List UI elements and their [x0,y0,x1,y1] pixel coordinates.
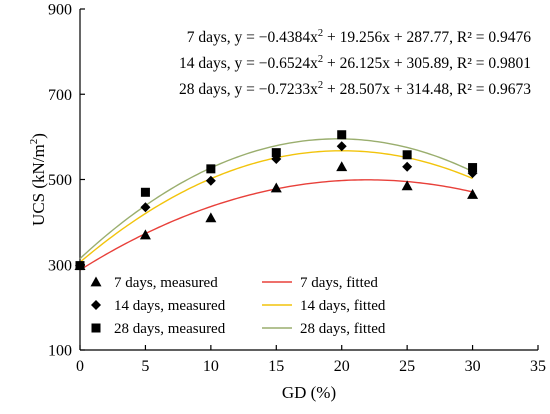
measured-points [74,130,479,271]
x-tick-label: 10 [203,358,219,375]
fit-curve-0 [79,179,473,271]
x-tick-label: 0 [76,358,84,375]
data-point-s2-6 [468,163,478,173]
data-point-s0-6 [467,188,479,199]
fit-curve-1 [79,150,473,263]
legend-marker-0 [90,276,102,287]
data-point-s0-1 [139,229,151,240]
data-point-s0-2 [205,212,217,223]
x-tick-label: 25 [399,358,415,375]
x-tick-label: 30 [465,358,481,375]
legend-label-measured-1: 14 days, measured [114,298,226,314]
x-tick-label: 5 [141,358,149,375]
x-tick-label: 35 [530,358,546,375]
data-point-s0-3 [270,182,282,193]
data-point-s1-1 [140,202,151,213]
x-axis-title: GD (%) [282,383,336,402]
legend-marker-2 [91,323,101,333]
data-point-s1-5 [402,161,413,172]
legend-label-measured-2: 28 days, measured [114,321,226,337]
legend-label-measured-0: 7 days, measured [114,275,218,291]
legend-label-fitted-1: 14 days, fitted [300,298,386,314]
data-point-s2-3 [271,148,281,158]
data-point-s2-4 [337,130,347,140]
regression-equations: 7 days, y = −0.4384x2 + 19.256x + 287.77… [179,28,531,98]
data-point-s2-5 [402,150,412,160]
data-point-s2-0 [75,261,85,271]
legend-marker-1 [91,300,101,310]
equation-0: 7 days, y = −0.4384x2 + 19.256x + 287.77… [187,28,531,46]
legend-label-fitted-2: 28 days, fitted [300,321,386,337]
axes: 100 300 500 700 900 0 5 10 15 20 25 30 35 GD (%) UCS (… [28,2,546,403]
data-point-s0-4 [336,161,348,172]
y-tick-label: 700 [48,87,72,104]
data-point-s0-5 [401,180,413,191]
y-tick-label: 100 [48,343,72,360]
equation-1: 14 days, y = −0.6524x2 + 26.125x + 305.8… [179,54,531,72]
legend-label-fitted-0: 7 days, fitted [300,275,378,291]
y-tick-label: 900 [48,2,72,19]
x-tick-label: 20 [334,358,350,375]
y-tick-label: 300 [48,257,72,274]
x-tick-label: 15 [268,358,284,375]
y-tick-label: 500 [48,172,72,189]
equation-2: 28 days, y = −0.7233x2 + 28.507x + 314.4… [179,80,531,98]
data-point-s2-2 [206,164,216,174]
data-point-s1-2 [205,175,216,186]
data-point-s1-4 [336,141,347,152]
legend: 7 days, measured 7 days, fitted 14 days, m… [90,275,386,337]
data-point-s2-1 [140,187,150,197]
y-axis-title: UCS (kN/m2) [28,133,48,226]
